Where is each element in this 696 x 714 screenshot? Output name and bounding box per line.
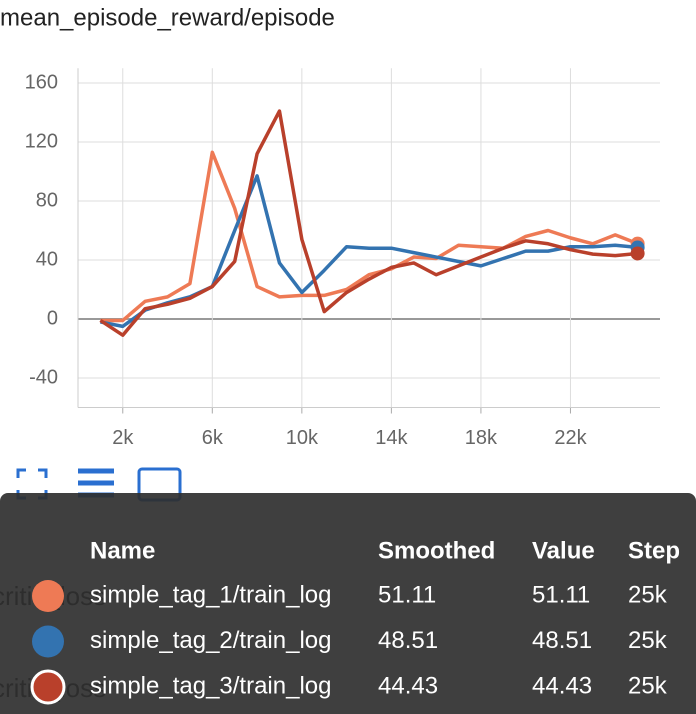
column-header: Name [90,537,155,564]
series-swatch [30,669,66,705]
y-tick-label: 0 [47,307,58,329]
column-header: Value [532,537,595,564]
cell: simple_tag_1/train_log [90,581,332,608]
plot: -40 0 40 80 120 160 2k 6k 10k 14k 18k 22k [25,68,660,449]
column-header: Smoothed [378,537,495,564]
x-tick-label: 22k [554,427,587,449]
y-tick-label: 40 [36,248,58,270]
cell: 44.43 [378,672,438,699]
cell: 25k [628,581,668,608]
series-line [100,174,638,329]
x-tick-label: 6k [202,427,224,449]
list-icon[interactable] [78,468,114,498]
series-line [99,109,638,337]
cell: 51.11 [532,581,590,608]
y-tick-label: -40 [29,366,58,388]
series-swatch [32,580,64,612]
cell: simple_tag_3/train_log [90,672,332,699]
x-tick-label: 10k [286,427,319,449]
cell: 51.11 [378,581,436,608]
cell: 44.43 [532,672,592,699]
chart-title: mean_episode_reward/episode [0,4,335,31]
series-swatch [32,625,64,658]
fullscreen-icon[interactable] [16,468,48,500]
series-line [100,150,639,323]
x-tick-label: 14k [375,427,408,449]
hover-dot [630,246,645,261]
tooltip-table: Name Smoothed Value Step simple_tag_1/train_… [30,537,680,705]
cell: simple_tag_2/train_log [90,627,332,654]
cell: 25k [628,627,668,654]
column-header: Step [628,537,680,564]
cell: 25k [628,672,668,699]
x-tick-label: 2k [112,427,134,449]
tooltip [0,493,696,714]
x-tick-label: 18k [465,427,498,449]
y-tick-label: 160 [25,71,58,93]
cell: 48.51 [532,627,592,654]
y-tick-label: 120 [25,130,58,152]
cell: 48.51 [378,627,438,654]
y-tick-label: 80 [36,189,58,211]
